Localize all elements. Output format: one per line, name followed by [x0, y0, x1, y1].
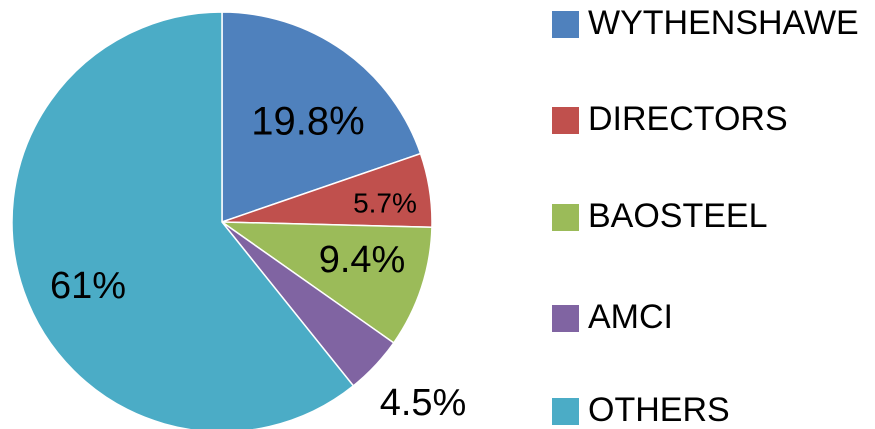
pie-slice	[219, 221, 433, 344]
legend-label: BAOSTEEL	[588, 197, 768, 235]
legend-label: OTHERS	[588, 391, 730, 429]
legend-swatch	[552, 11, 579, 38]
pie-slice	[11, 11, 355, 429]
legend-swatch	[552, 107, 579, 134]
data-label: 5.7%	[353, 187, 417, 218]
data-label: 4.5%	[380, 382, 467, 424]
legend-swatch	[552, 398, 579, 425]
legend-label: DIRECTORS	[588, 100, 788, 138]
pie-slice	[221, 11, 422, 224]
legend-swatch	[552, 305, 579, 332]
data-label: 9.4%	[319, 239, 406, 281]
legend-label: WYTHENSHAWE	[588, 4, 859, 42]
data-label: 61%	[50, 265, 126, 307]
data-label: 19.8%	[251, 100, 364, 144]
legend-label: AMCI	[588, 298, 673, 336]
legend-swatch	[552, 204, 579, 231]
